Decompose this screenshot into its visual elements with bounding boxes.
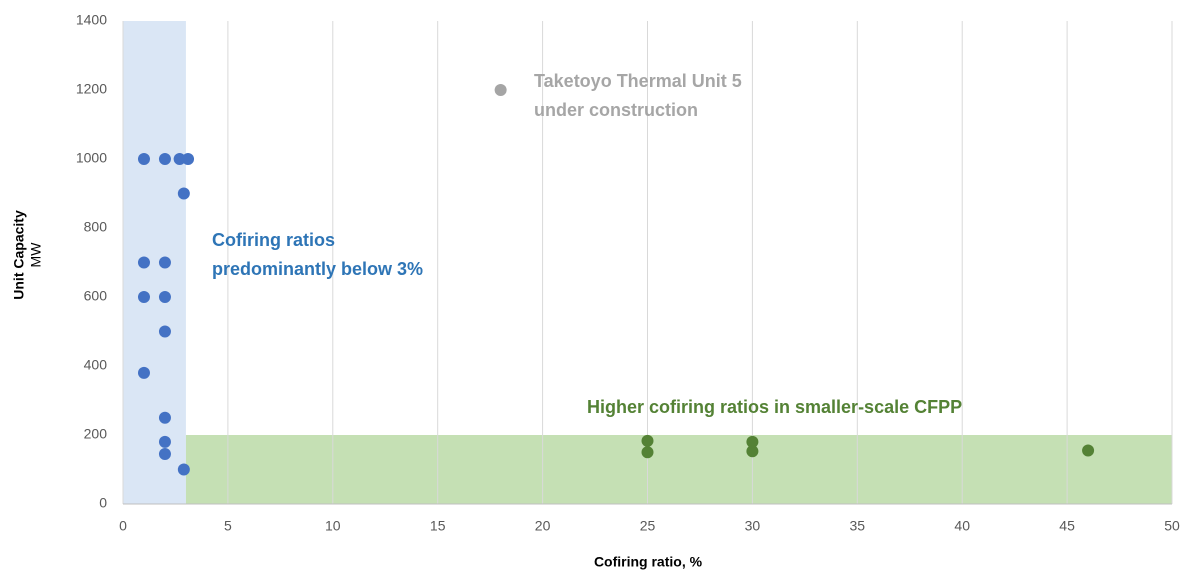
x-tick-label: 45 xyxy=(1059,518,1075,534)
point xyxy=(158,435,171,448)
y-axis-title: Unit Capacity xyxy=(11,210,27,300)
annotation: Higher cofiring ratios in smaller-scale … xyxy=(587,397,962,417)
point xyxy=(158,256,171,269)
shaded-region xyxy=(123,21,186,504)
y-tick-label: 1000 xyxy=(76,150,107,166)
x-tick-label: 5 xyxy=(224,518,232,534)
point xyxy=(1082,444,1095,457)
x-tick-label: 40 xyxy=(954,518,970,534)
x-tick-label: 35 xyxy=(850,518,866,534)
annotation: Cofiring ratios xyxy=(212,230,335,250)
point xyxy=(641,434,654,447)
x-tick-label: 10 xyxy=(325,518,341,534)
y-tick-label: 1200 xyxy=(76,81,107,97)
point xyxy=(158,411,171,424)
y-tick-label: 1400 xyxy=(76,12,107,28)
y-tick-label: 400 xyxy=(84,357,108,373)
x-tick-label: 50 xyxy=(1164,518,1180,534)
y-tick-label: 0 xyxy=(99,495,107,511)
point xyxy=(158,291,171,303)
annotation: Taketoyo Thermal Unit 5 xyxy=(534,71,742,91)
point xyxy=(177,463,190,476)
x-tick-label: 15 xyxy=(430,518,446,534)
point xyxy=(137,256,150,269)
x-tick-label: 30 xyxy=(745,518,761,534)
annotation: predominantly below 3% xyxy=(212,259,423,279)
y-tick-label: 600 xyxy=(84,288,108,304)
y-tick-label: 200 xyxy=(84,426,108,442)
y-tick-label: 800 xyxy=(84,219,108,235)
point xyxy=(182,153,195,165)
annotation: under construction xyxy=(534,100,698,120)
y-axis-unit: MW xyxy=(28,242,44,268)
x-axis-title: Cofiring ratio, % xyxy=(594,554,703,570)
point xyxy=(137,366,150,379)
point xyxy=(158,447,171,460)
point xyxy=(137,153,150,165)
shaded-region xyxy=(185,435,1172,504)
point xyxy=(177,187,190,200)
point xyxy=(137,291,150,303)
x-tick-label: 20 xyxy=(535,518,551,534)
point xyxy=(173,153,186,165)
point xyxy=(746,445,759,458)
x-tick-label: 25 xyxy=(640,518,656,534)
x-tick-label: 0 xyxy=(119,518,127,534)
point xyxy=(494,84,507,96)
point xyxy=(746,435,759,448)
point xyxy=(641,446,654,459)
point xyxy=(158,325,171,338)
point xyxy=(158,153,171,165)
